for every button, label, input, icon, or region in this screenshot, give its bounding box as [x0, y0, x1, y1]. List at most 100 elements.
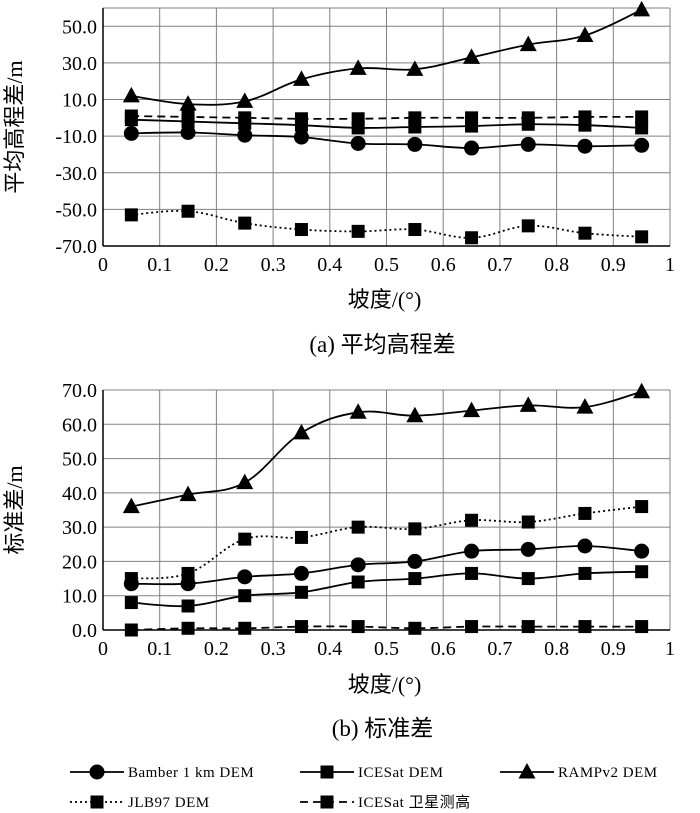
y-tick-label: -10.0 — [55, 126, 97, 148]
x-tick-label: 0.5 — [374, 638, 399, 660]
data-point-rampv2 — [349, 403, 367, 419]
x-tick-label: 0.8 — [544, 254, 569, 276]
x-tick-label: 0.7 — [487, 638, 512, 660]
series-line-bamber — [131, 545, 642, 586]
data-point-bamber — [123, 125, 139, 141]
data-point-jlb97 — [351, 520, 365, 534]
chart-caption: (a) 平均高程差 — [309, 332, 455, 357]
data-point-bamber — [577, 138, 593, 154]
y-axis-label: 平均高程差/m — [2, 60, 27, 193]
data-point-rampv2 — [292, 423, 310, 440]
data-point-rampv2 — [519, 35, 537, 52]
chart-mean-elevation-difference: -70.0 -50.0 -30.0 -10.0 10.0 30.0 50.0 0 0.1 0.2 0… — [2, 0, 675, 357]
x-tick-label: 0.5 — [374, 254, 399, 276]
legend-item-bamber: Bamber 1 km DEM — [70, 764, 254, 781]
data-point-icesat-altimetry — [351, 620, 365, 634]
series-icesat-dem — [124, 565, 649, 613]
legend-marker — [320, 795, 334, 809]
data-point-icesat-dem — [124, 596, 138, 610]
y-tick-label: 50.0 — [62, 16, 97, 38]
data-point-bamber — [293, 129, 309, 145]
data-point-icesat-altimetry — [294, 620, 308, 634]
data-point-icesat-dem — [238, 589, 252, 603]
data-point-rampv2 — [179, 485, 197, 502]
data-point-icesat-altimetry — [465, 620, 479, 634]
data-point-bamber — [180, 576, 196, 592]
x-tick-label: 0.8 — [544, 638, 569, 660]
data-point-jlb97 — [465, 513, 479, 527]
chart-standard-deviation: 0.0 10.0 20.0 30.0 40.0 50.0 60.0 70.0 0 0.1 0.2 0.… — [2, 380, 675, 741]
data-point-jlb97 — [635, 230, 649, 244]
legend-item-rampv2: RAMPv2 DEM — [500, 763, 657, 781]
data-point-icesat-altimetry — [294, 112, 308, 126]
x-tick-label: 0.1 — [147, 638, 172, 660]
data-point-icesat-dem — [465, 566, 479, 580]
data-point-jlb97 — [181, 204, 195, 218]
data-point-icesat-altimetry — [181, 621, 195, 635]
data-point-rampv2 — [122, 86, 140, 103]
data-point-rampv2 — [576, 398, 594, 414]
data-point-jlb97 — [408, 223, 422, 237]
data-point-bamber — [293, 565, 309, 581]
x-tick-label: 0.6 — [431, 638, 456, 660]
series-icesat-altimetry — [124, 620, 649, 637]
x-tick-label: 0.3 — [261, 254, 286, 276]
data-point-bamber — [520, 136, 536, 152]
x-tick-label: 0.6 — [431, 254, 456, 276]
data-point-icesat-altimetry — [124, 623, 138, 637]
data-point-jlb97 — [521, 219, 535, 233]
x-tick-label: 0.7 — [487, 254, 512, 276]
y-tick-label: 0.0 — [72, 620, 97, 642]
data-point-rampv2 — [349, 59, 367, 75]
data-point-jlb97 — [578, 506, 592, 520]
series-jlb97 — [124, 500, 649, 586]
data-point-icesat-altimetry — [351, 112, 365, 126]
series-line-jlb97 — [131, 505, 642, 580]
data-point-icesat-altimetry — [408, 111, 422, 125]
y-tick-label: 30.0 — [62, 517, 97, 539]
data-point-icesat-altimetry — [635, 110, 649, 124]
series-line-bamber — [131, 131, 642, 150]
legend-marker — [320, 765, 334, 779]
y-tick-label: 50.0 — [62, 449, 97, 471]
data-point-rampv2 — [463, 48, 481, 64]
data-point-icesat-altimetry — [238, 621, 252, 635]
data-point-rampv2 — [236, 473, 254, 490]
y-axis-label: 标准差/m — [2, 465, 27, 554]
data-point-rampv2 — [179, 95, 197, 111]
legend-label: ICESat 卫星测高 — [358, 794, 471, 811]
data-point-bamber — [407, 136, 423, 152]
data-point-rampv2 — [122, 497, 140, 514]
y-tick-label: 70.0 — [62, 380, 97, 402]
data-point-icesat-dem — [635, 565, 649, 579]
data-point-jlb97 — [238, 216, 252, 230]
y-tick-label: -70.0 — [55, 236, 97, 258]
legend-marker — [518, 763, 536, 779]
data-point-jlb97 — [351, 224, 365, 238]
x-tick-label: 0.4 — [317, 638, 342, 660]
x-tick-label: 1 — [665, 638, 675, 660]
series-bamber — [123, 124, 650, 156]
x-tick-label: 0.2 — [204, 638, 229, 660]
data-point-rampv2 — [406, 60, 424, 76]
data-point-jlb97 — [124, 208, 138, 222]
data-point-bamber — [634, 543, 650, 559]
data-point-jlb97 — [294, 530, 308, 544]
data-point-bamber — [180, 124, 196, 140]
data-point-jlb97 — [635, 500, 649, 514]
data-point-rampv2 — [576, 26, 594, 42]
x-axis-label: 坡度/(°) — [348, 287, 422, 312]
legend-label: Bamber 1 km DEM — [128, 765, 254, 781]
data-point-icesat-altimetry — [465, 111, 479, 125]
data-point-icesat-dem — [181, 599, 195, 613]
data-point-icesat-altimetry — [635, 620, 649, 634]
legend: Bamber 1 km DEM ICESat DEM RAMPv2 DEM JLB97… — [70, 763, 657, 811]
legend-item-jlb97: JLB97 DEM — [70, 795, 209, 811]
series-line-icesat-dem — [131, 118, 642, 129]
series-line-jlb97 — [131, 209, 642, 239]
legend-item-icesat-dem: ICESat DEM — [300, 765, 443, 781]
data-point-bamber — [237, 569, 253, 585]
y-tick-label: 40.0 — [62, 483, 97, 505]
data-point-bamber — [520, 541, 536, 557]
